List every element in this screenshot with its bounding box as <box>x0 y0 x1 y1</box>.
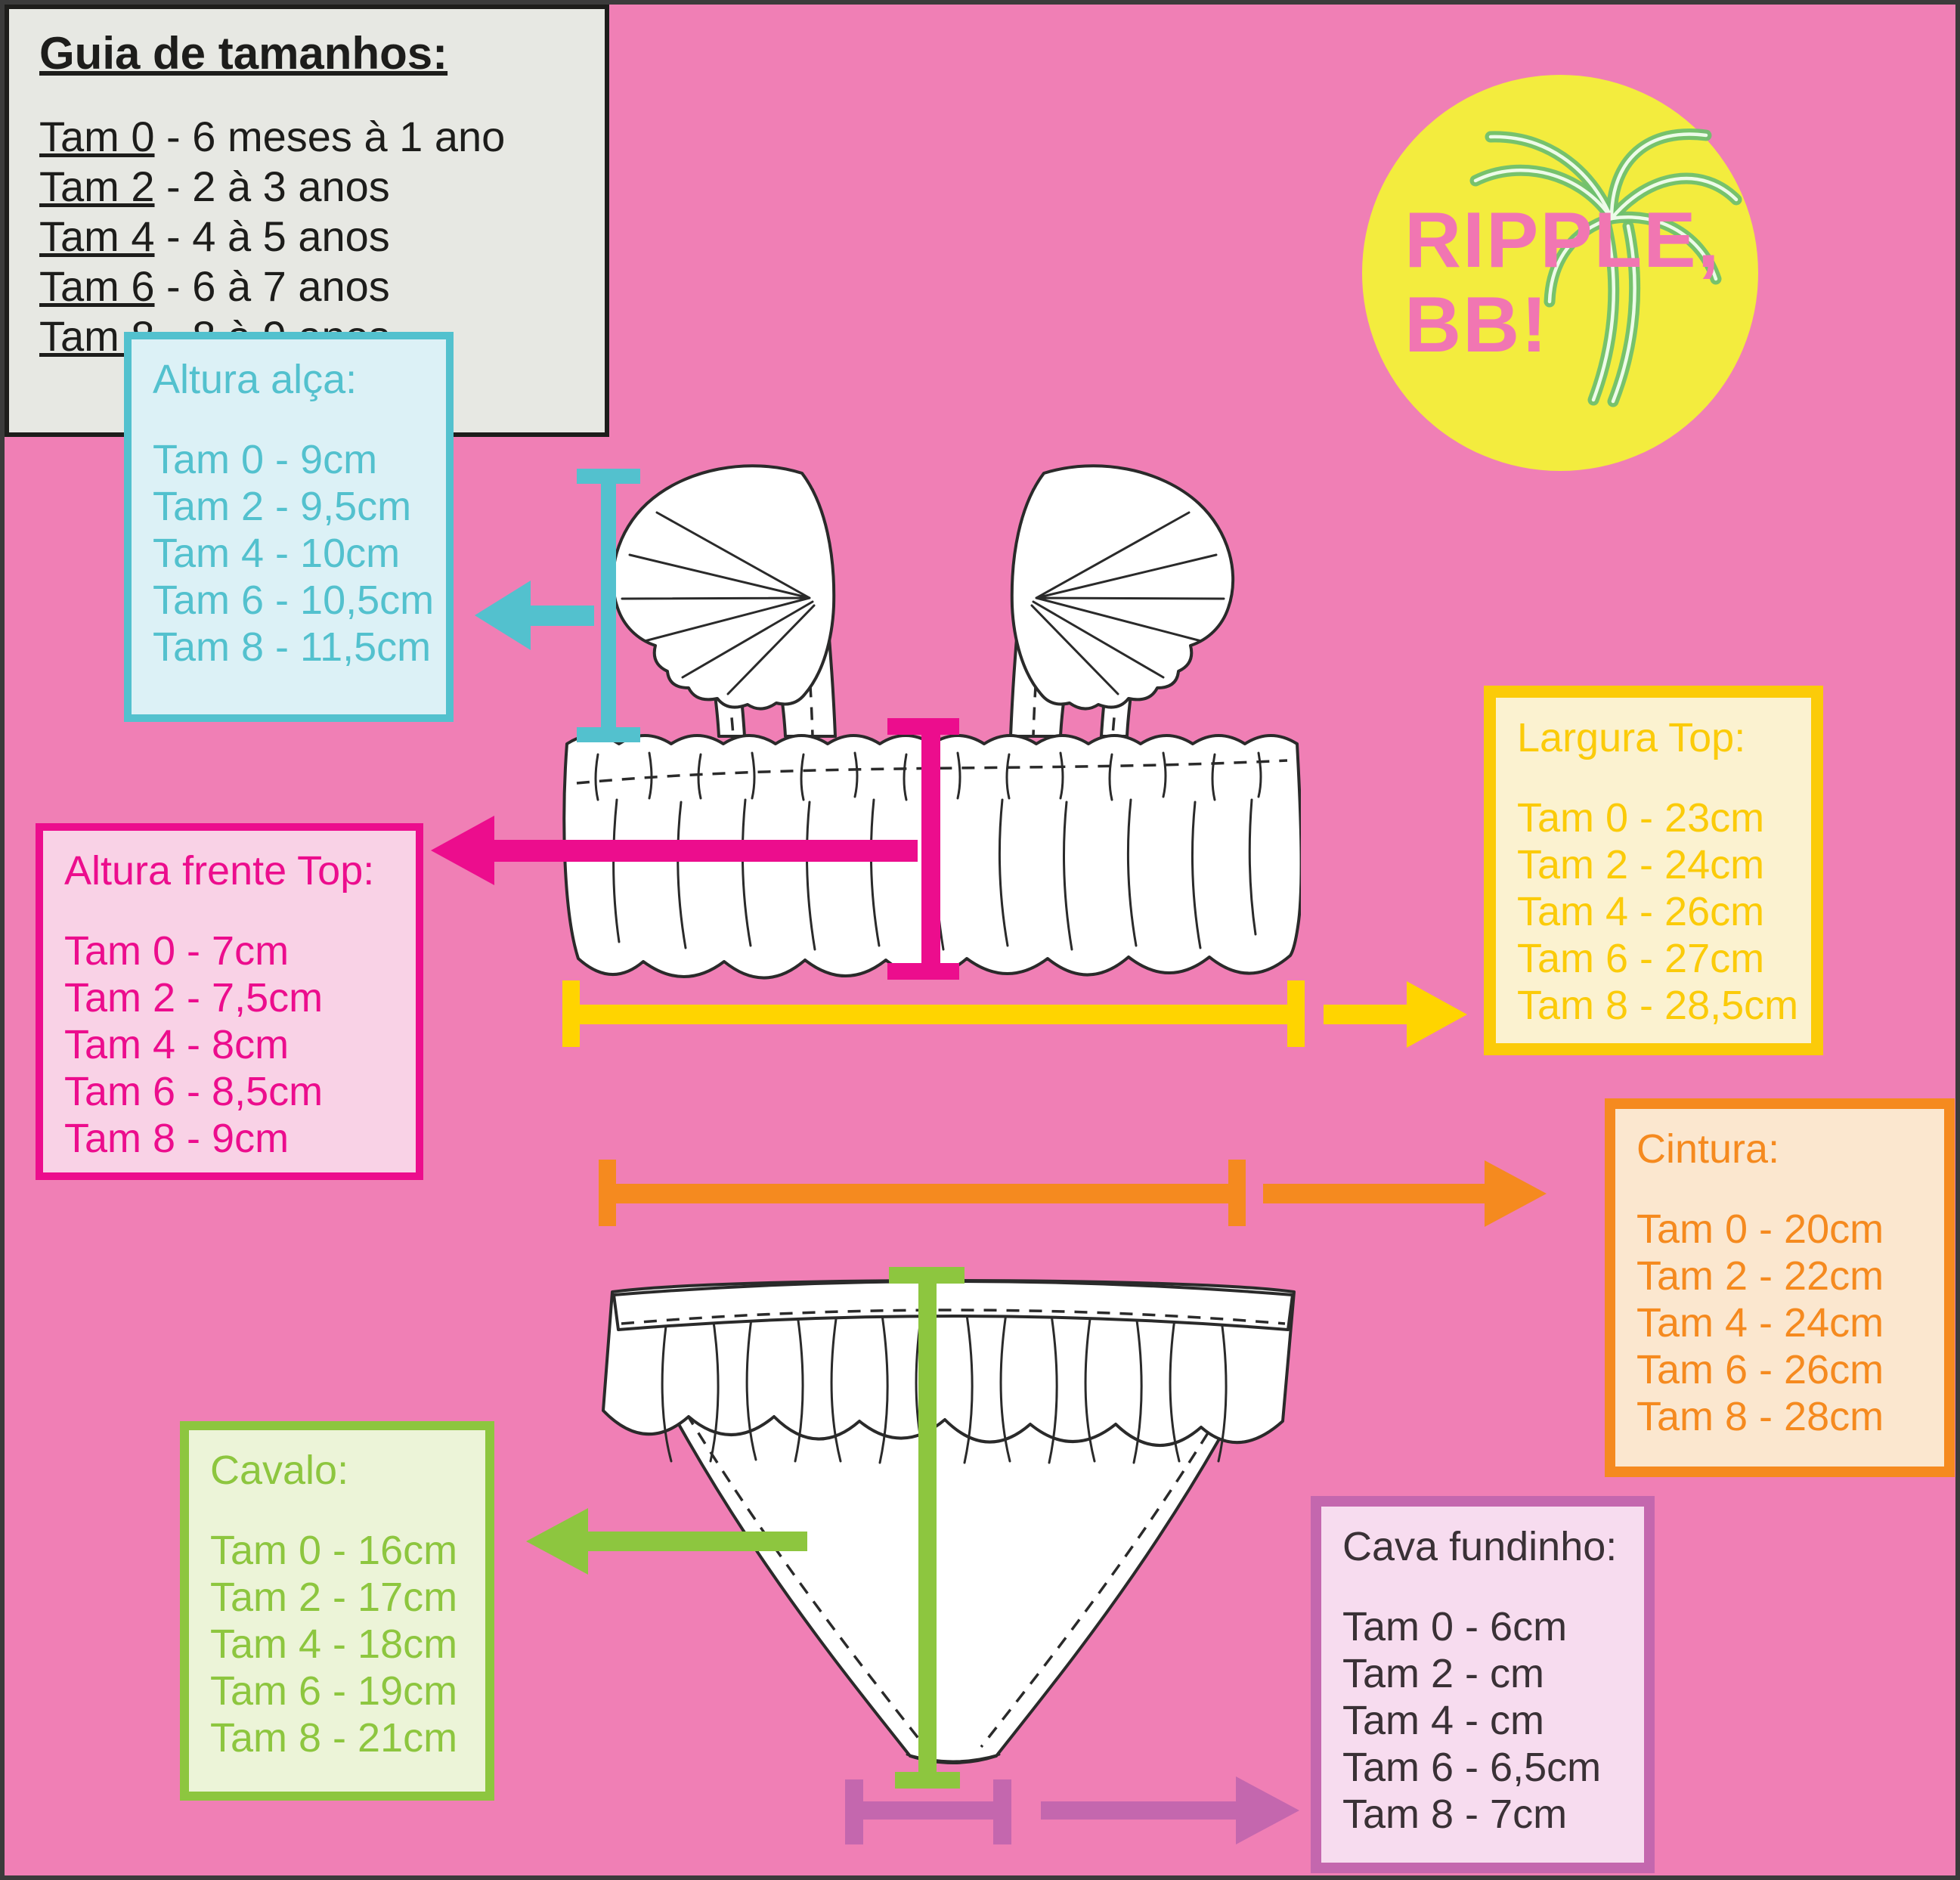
panel-title: Altura alça: <box>153 357 358 402</box>
bikini-bottom-flounce <box>602 1279 1296 1447</box>
panel-title: Cava fundinho: <box>1342 1524 1618 1569</box>
measure-cap <box>599 1160 616 1226</box>
panel-row: Tam 2 - 7,5cm <box>64 975 324 1021</box>
panel-row: Tam 6 - 26cm <box>1636 1347 1884 1392</box>
bikini-bottom-waistband <box>612 1280 1294 1331</box>
brand-name-line1: RIPPLE, <box>1404 197 1721 284</box>
panel-row: Tam 8 - 11,5cm <box>153 624 432 670</box>
bikini-top-gathers <box>594 751 1262 801</box>
arrow-left-icon <box>526 1508 588 1575</box>
arrow-left-icon <box>431 816 494 885</box>
arrow-right-icon <box>1236 1776 1299 1844</box>
panel-row: Tam 2 - cm <box>1342 1651 1545 1696</box>
size-guide-row: Tam 6 - 6 à 7 anos <box>39 262 390 310</box>
bikini-bottom-leg-stitches <box>639 1334 1267 1748</box>
panel-row: Tam 2 - 17cm <box>210 1575 458 1620</box>
bikini-top-right-ruffle <box>1010 464 1235 711</box>
panel-row: Tam 4 - 24cm <box>1636 1300 1884 1346</box>
size-guide-row: Tam 2 - 2 à 3 anos <box>39 163 390 210</box>
panel-row: Tam 6 - 19cm <box>210 1668 458 1714</box>
measure-cap <box>1228 1160 1246 1226</box>
panel-title: Cavalo: <box>210 1448 349 1493</box>
panel-row: Tam 4 - 10cm <box>153 531 401 576</box>
panel-row: Tam 6 - 27cm <box>1517 936 1765 981</box>
measure-cap <box>993 1779 1011 1844</box>
panel-row: Tam 2 - 22cm <box>1636 1253 1884 1299</box>
panel-title: Altura frente Top: <box>64 848 375 894</box>
size-guide-row: Tam 4 - 4 à 5 anos <box>39 212 390 260</box>
arrow-left-icon <box>475 581 531 650</box>
size-guide-title: Guia de tamanhos: <box>39 28 448 79</box>
arrow-right-icon <box>1485 1160 1547 1227</box>
bikini-bottom-flounce-folds <box>661 1307 1228 1464</box>
waist-arrow <box>1263 1184 1487 1203</box>
bikini-top-ruffle-folds <box>612 798 1257 951</box>
panel-largura-top: Largura Top: Tam 0 - 23cm Tam 2 - 24cm T… <box>1484 686 1823 1055</box>
bikini-top-left-ruffle <box>611 464 836 711</box>
panel-row: Tam 0 - 16cm <box>210 1528 458 1573</box>
strap-height-arrow <box>529 606 594 626</box>
panel-row: Tam 0 - 9cm <box>153 437 378 482</box>
brand-name-line2: BB! <box>1404 281 1549 369</box>
measure-cap <box>845 1779 863 1844</box>
panel-altura-alca: Altura alça: Tam 0 - 9cm Tam 2 - 9,5cm T… <box>124 332 454 722</box>
crotch-width-arrow <box>1041 1801 1237 1820</box>
top-width-measure-line <box>568 1005 1293 1024</box>
measure-cap <box>562 980 580 1047</box>
measure-cap <box>1287 980 1305 1047</box>
panel-row: Tam 4 - 18cm <box>210 1621 458 1667</box>
panel-row: Tam 8 - 28,5cm <box>1517 983 1799 1028</box>
panel-row: Tam 8 - 28cm <box>1636 1394 1884 1439</box>
panel-row: Tam 0 - 6cm <box>1342 1604 1568 1649</box>
panel-title: Cintura: <box>1636 1126 1780 1172</box>
measure-cap <box>895 1772 960 1789</box>
top-width-arrow <box>1324 1005 1408 1024</box>
panel-row: Tam 6 - 6,5cm <box>1342 1745 1602 1790</box>
top-front-height-measure-line <box>921 723 940 980</box>
measure-cap <box>889 1267 965 1284</box>
waist-measure-line <box>603 1184 1234 1203</box>
panel-cintura: Cintura: Tam 0 - 20cm Tam 2 - 22cm Tam 4… <box>1605 1098 1955 1477</box>
panel-row: Tam 0 - 23cm <box>1517 795 1765 841</box>
rise-arrow <box>587 1532 807 1551</box>
panel-row: Tam 6 - 8,5cm <box>64 1069 324 1114</box>
bikini-bottom-waist-stitch <box>621 1309 1286 1325</box>
panel-title: Largura Top: <box>1517 715 1746 760</box>
panel-row: Tam 2 - 9,5cm <box>153 484 412 529</box>
brand-logo: RIPPLE, BB! <box>1362 75 1758 471</box>
panel-row: Tam 0 - 20cm <box>1636 1206 1884 1252</box>
measure-cap <box>887 718 959 735</box>
rise-measure-line <box>918 1273 937 1781</box>
measure-cap <box>577 469 640 484</box>
measure-cap <box>887 963 959 980</box>
panel-row: Tam 0 - 7cm <box>64 928 290 974</box>
panel-row: Tam 4 - 26cm <box>1517 889 1765 934</box>
panel-row: Tam 8 - 9cm <box>64 1116 290 1161</box>
palm-tree-icon <box>1469 129 1742 407</box>
arrow-right-icon <box>1407 981 1467 1048</box>
panel-row: Tam 2 - 24cm <box>1517 842 1765 887</box>
panel-cavalo: Cavalo: Tam 0 - 16cm Tam 2 - 17cm Tam 4 … <box>180 1421 494 1801</box>
panel-row: Tam 4 - 8cm <box>64 1022 290 1067</box>
strap-height-measure-line <box>601 473 616 742</box>
top-front-height-arrow <box>493 840 918 862</box>
size-guide-row: Tam 0 - 6 meses à 1 ano <box>39 113 506 160</box>
panel-row: Tam 8 - 21cm <box>210 1715 458 1761</box>
bikini-bottom-drawing <box>602 1279 1296 1764</box>
panel-altura-frente-top: Altura frente Top: Tam 0 - 7cm Tam 2 - 7… <box>36 823 423 1180</box>
panel-row: Tam 4 - cm <box>1342 1698 1545 1743</box>
measure-cap <box>577 727 640 742</box>
crotch-width-measure-line <box>855 1801 1011 1820</box>
panel-cava-fundinho: Cava fundinho: Tam 0 - 6cm Tam 2 - cm Ta… <box>1311 1496 1655 1873</box>
panel-row: Tam 6 - 10,5cm <box>153 578 435 623</box>
panel-row: Tam 8 - 7cm <box>1342 1792 1568 1837</box>
